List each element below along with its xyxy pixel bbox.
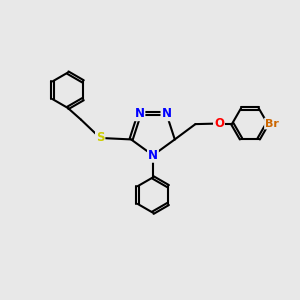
Text: N: N (161, 107, 171, 120)
Text: N: N (148, 149, 158, 162)
Text: S: S (96, 131, 104, 145)
Text: O: O (214, 117, 224, 130)
Text: Br: Br (265, 118, 279, 128)
Text: N: N (134, 107, 144, 120)
